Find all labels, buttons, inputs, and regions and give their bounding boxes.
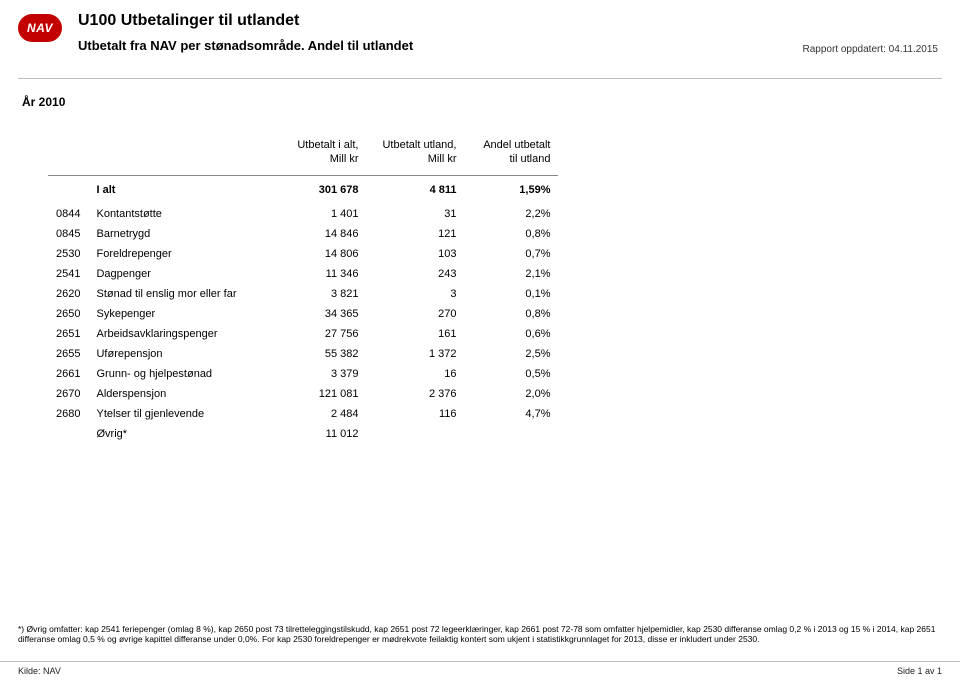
cell-code: 2680 — [48, 404, 88, 424]
cell-share: 0,6% — [464, 324, 558, 344]
title-block: U100 Utbetalinger til utlandet Utbetalt … — [78, 12, 413, 53]
report-date: Rapport oppdatert: 04.11.2015 — [803, 44, 938, 55]
page-footer: Kilde: NAV Side 1 av 1 — [0, 661, 960, 681]
cell-code: 0845 — [48, 224, 88, 244]
cell-code — [48, 175, 88, 204]
cell-abroad: 2 376 — [366, 384, 464, 404]
cell-code: 2655 — [48, 344, 88, 364]
report-header: NAV U100 Utbetalinger til utlandet Utbet… — [0, 0, 960, 78]
report-title: U100 Utbetalinger til utlandet — [78, 12, 413, 30]
footer-page: Side 1 av 1 — [897, 666, 942, 676]
cell-share: 0,1% — [464, 284, 558, 304]
cell-label: Arbeidsavklaringspenger — [88, 324, 288, 344]
table-row: 2620Stønad til enslig mor eller far3 821… — [48, 284, 558, 304]
col-code — [48, 137, 88, 175]
cell-abroad: 103 — [366, 244, 464, 264]
footnote: *) Øvrig omfatter: kap 2541 feriepenger … — [18, 624, 942, 645]
cell-total: 3 821 — [288, 284, 366, 304]
cell-label: I alt — [88, 175, 288, 204]
cell-share: 2,0% — [464, 384, 558, 404]
cell-label: Foreldrepenger — [88, 244, 288, 264]
cell-abroad: 3 — [366, 284, 464, 304]
cell-label: Øvrig* — [88, 424, 288, 444]
cell-label: Sykepenger — [88, 304, 288, 324]
table-row: 2655Uførepensjon55 3821 3722,5% — [48, 344, 558, 364]
table-row: 0845Barnetrygd14 8461210,8% — [48, 224, 558, 244]
table-row: 2651Arbeidsavklaringspenger27 7561610,6% — [48, 324, 558, 344]
cell-code: 2530 — [48, 244, 88, 264]
table-header-row: Utbetalt i alt, Mill kr Utbetalt utland,… — [48, 137, 558, 175]
cell-total: 3 379 — [288, 364, 366, 384]
cell-code: 2651 — [48, 324, 88, 344]
cell-code — [48, 424, 88, 444]
cell-label: Ytelser til gjenlevende — [88, 404, 288, 424]
report-subtitle: Utbetalt fra NAV per stønadsområde. Ande… — [78, 38, 413, 53]
cell-total: 14 806 — [288, 244, 366, 264]
col-total: Utbetalt i alt, Mill kr — [288, 137, 366, 175]
table-row: 2670Alderspensjon121 0812 3762,0% — [48, 384, 558, 404]
col-label — [88, 137, 288, 175]
table-total-row: I alt 301 678 4 811 1,59% — [48, 175, 558, 204]
table-row: 2650Sykepenger34 3652700,8% — [48, 304, 558, 324]
cell-total: 2 484 — [288, 404, 366, 424]
col-share: Andel utbetalt til utland — [464, 137, 558, 175]
table-row: 2680Ytelser til gjenlevende2 4841164,7% — [48, 404, 558, 424]
cell-total: 121 081 — [288, 384, 366, 404]
cell-abroad: 4 811 — [366, 175, 464, 204]
cell-abroad — [366, 424, 464, 444]
cell-abroad: 243 — [366, 264, 464, 284]
cell-label: Dagpenger — [88, 264, 288, 284]
cell-abroad: 161 — [366, 324, 464, 344]
cell-total: 34 365 — [288, 304, 366, 324]
table-row: 0844Kontantstøtte1 401312,2% — [48, 204, 558, 224]
cell-total: 301 678 — [288, 175, 366, 204]
cell-code: 2620 — [48, 284, 88, 304]
cell-total: 1 401 — [288, 204, 366, 224]
cell-label: Barnetrygd — [88, 224, 288, 244]
cell-share: 1,59% — [464, 175, 558, 204]
cell-abroad: 270 — [366, 304, 464, 324]
cell-code: 2670 — [48, 384, 88, 404]
col-abroad: Utbetalt utland, Mill kr — [366, 137, 464, 175]
cell-abroad: 1 372 — [366, 344, 464, 364]
cell-code: 2541 — [48, 264, 88, 284]
cell-code: 2650 — [48, 304, 88, 324]
table-row: Øvrig*11 012 — [48, 424, 558, 444]
cell-abroad: 16 — [366, 364, 464, 384]
cell-share: 4,7% — [464, 404, 558, 424]
cell-share — [464, 424, 558, 444]
cell-share: 2,2% — [464, 204, 558, 224]
payments-table: Utbetalt i alt, Mill kr Utbetalt utland,… — [48, 137, 558, 444]
cell-share: 0,8% — [464, 224, 558, 244]
cell-abroad: 121 — [366, 224, 464, 244]
cell-abroad: 116 — [366, 404, 464, 424]
cell-code: 2661 — [48, 364, 88, 384]
cell-share: 0,7% — [464, 244, 558, 264]
cell-label: Alderspensjon — [88, 384, 288, 404]
cell-total: 14 846 — [288, 224, 366, 244]
cell-share: 0,8% — [464, 304, 558, 324]
cell-label: Kontantstøtte — [88, 204, 288, 224]
year-label: År 2010 — [22, 95, 960, 109]
cell-total: 11 346 — [288, 264, 366, 284]
cell-code: 0844 — [48, 204, 88, 224]
table-row: 2661Grunn- og hjelpestønad3 379160,5% — [48, 364, 558, 384]
cell-share: 2,1% — [464, 264, 558, 284]
cell-share: 0,5% — [464, 364, 558, 384]
divider-top — [18, 78, 942, 79]
cell-label: Stønad til enslig mor eller far — [88, 284, 288, 304]
cell-share: 2,5% — [464, 344, 558, 364]
cell-label: Grunn- og hjelpestønad — [88, 364, 288, 384]
cell-total: 11 012 — [288, 424, 366, 444]
table-row: 2541Dagpenger11 3462432,1% — [48, 264, 558, 284]
cell-abroad: 31 — [366, 204, 464, 224]
nav-logo: NAV — [18, 14, 62, 42]
cell-total: 55 382 — [288, 344, 366, 364]
cell-total: 27 756 — [288, 324, 366, 344]
table-row: 2530Foreldrepenger14 8061030,7% — [48, 244, 558, 264]
cell-label: Uførepensjon — [88, 344, 288, 364]
footer-source: Kilde: NAV — [18, 666, 61, 676]
